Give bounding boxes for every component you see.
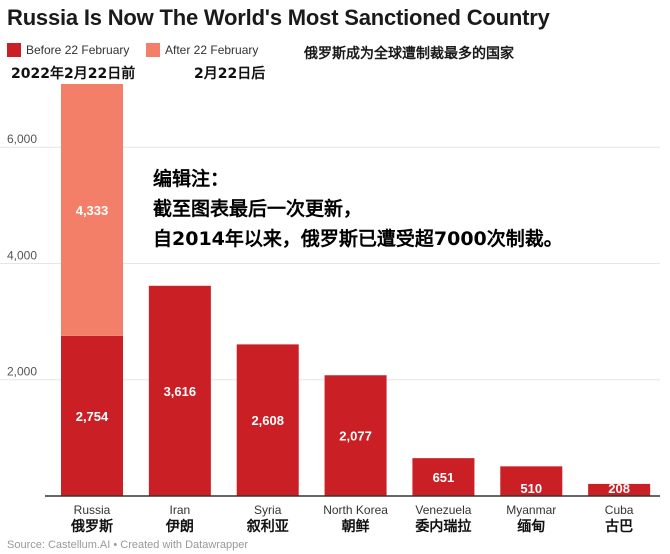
x-tick-label-cn: 叙利亚 — [247, 518, 289, 535]
legend-item-before: Before 22 February — [7, 43, 129, 57]
x-tick-label: Cuba — [605, 503, 634, 517]
value-label-before: 2,754 — [76, 409, 109, 424]
legend-cn-after: 2月22日后 — [194, 66, 266, 82]
editor-note: 编辑注： 截至图表最后一次更新， 自2014年以来，俄罗斯已遭受超7000次制裁… — [153, 164, 563, 254]
x-tick-label: Venezuela — [415, 503, 471, 517]
x-tick-label: North Korea — [323, 503, 388, 517]
legend-item-after: After 22 February — [146, 43, 258, 57]
editor-note-line-1: 编辑注： — [153, 168, 230, 190]
bar-after — [61, 84, 123, 336]
editor-note-line-2: 截至图表最后一次更新， — [153, 198, 363, 220]
bar-before — [412, 458, 475, 496]
x-tick-label: Syria — [254, 503, 282, 517]
bar-before — [148, 285, 211, 496]
y-tick-label: 6,000 — [7, 132, 37, 146]
x-tick-label-cn: 俄罗斯 — [70, 518, 113, 535]
value-label-after: 4,333 — [76, 203, 109, 218]
value-label-before: 2,077 — [339, 429, 372, 444]
chart-title: Russia Is Now The World's Most Sanctione… — [7, 5, 550, 30]
x-tick-label-cn: 缅甸 — [517, 518, 545, 535]
value-label-before: 2,608 — [251, 413, 284, 428]
x-tick-label-cn: 伊朗 — [165, 518, 194, 535]
value-label-before: 208 — [608, 481, 630, 496]
x-tick-label: Russia — [74, 503, 111, 517]
chinese-title: 俄罗斯成为全球遭制裁最多的国家 — [304, 46, 514, 62]
x-tick-label: Iran — [170, 503, 191, 517]
value-label-before: 510 — [520, 481, 542, 496]
legend-label-before: Before 22 February — [26, 43, 130, 57]
x-tick-label-cn: 朝鲜 — [342, 518, 370, 535]
x-tick-label-cn: 委内瑞拉 — [414, 518, 471, 535]
bar-before — [61, 335, 123, 496]
y-tick-label: 4,000 — [7, 248, 37, 262]
legend-swatch-after — [146, 43, 160, 57]
x-tick-label: Myanmar — [506, 503, 556, 517]
bar-before — [324, 375, 387, 496]
bar-before — [500, 466, 563, 496]
source-note: Source: Castellum.AI • Created with Data… — [7, 539, 249, 551]
bar-before — [236, 344, 299, 496]
legend-cn-before: 2022年2月22日前 — [11, 66, 136, 82]
legend-label-after: After 22 February — [165, 43, 259, 57]
bar-before — [588, 483, 651, 496]
y-tick-label: 2,000 — [7, 365, 37, 379]
value-label-before: 3,616 — [164, 384, 197, 399]
x-tick-label-cn: 古巴 — [605, 518, 633, 535]
editor-note-line-3: 自2014年以来，俄罗斯已遭受超7000次制裁。 — [153, 228, 563, 250]
value-label-before: 651 — [433, 470, 455, 485]
legend-swatch-before — [7, 43, 21, 57]
